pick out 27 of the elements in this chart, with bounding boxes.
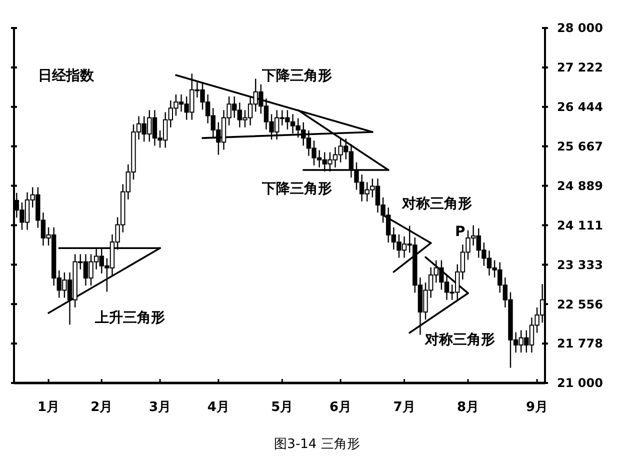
annotation: 日经指数 <box>38 68 95 84</box>
x-tick-label: 7月 <box>393 400 416 415</box>
y-tick-label: 27 222 <box>557 60 603 75</box>
y-tick-label: 21 000 <box>557 376 603 390</box>
annotation: 上升三角形 <box>94 309 165 326</box>
annotation: 下降三角形 <box>261 68 332 84</box>
x-tick-label: 9月 <box>526 400 548 415</box>
y-tick-label: 22 556 <box>557 297 603 312</box>
annotation: P <box>455 224 466 240</box>
annotation: 下降三角形 <box>261 181 332 197</box>
y-tick-label: 24 111 <box>557 218 603 232</box>
y-tick-label: 24 889 <box>557 178 603 193</box>
x-tick-label: 8月 <box>456 400 480 415</box>
x-tick-label: 4月 <box>207 400 230 415</box>
caption: 图3-14 三角形 <box>274 437 360 452</box>
y-tick-label: 25 667 <box>557 140 603 154</box>
y-tick-label: 28 000 <box>557 21 603 36</box>
y-tick-label: 23 333 <box>557 258 603 272</box>
x-tick-label: 1月 <box>37 400 60 415</box>
x-tick-label: 2月 <box>90 400 113 415</box>
annotation: 对称三角形 <box>424 332 495 348</box>
x-tick-label: 3月 <box>149 400 172 415</box>
annotation: 对称三角形 <box>401 196 472 212</box>
x-tick-label: 5月 <box>271 400 294 415</box>
y-tick-label: 26 444 <box>557 100 603 114</box>
x-tick-label: 6月 <box>330 400 352 415</box>
y-tick-label: 21 778 <box>557 336 603 351</box>
